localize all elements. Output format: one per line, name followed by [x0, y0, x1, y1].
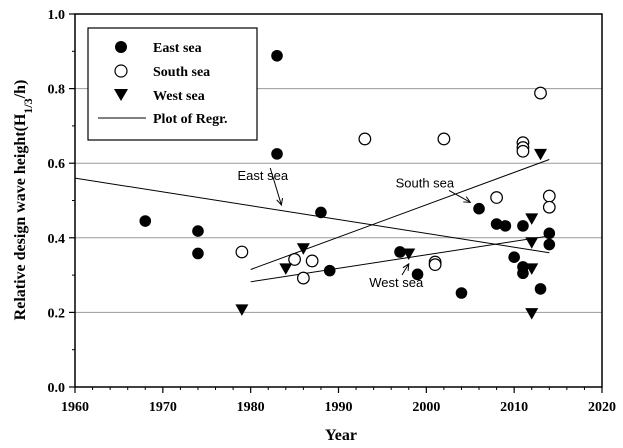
point-south-sea: [490, 191, 504, 204]
axis-ticks: 0.0 0.2 0.4 0.6 0.8 1.0 1960 1970 1980 1990 2000 20…: [48, 8, 617, 415]
legend-label-south-sea: South sea: [153, 65, 210, 80]
point-south-sea: [305, 254, 319, 268]
x-tick-label-1990: 1990: [325, 400, 353, 415]
point-west-sea: [279, 263, 293, 275]
point-west-sea: [525, 213, 539, 225]
y-axis-title-subscript: 1/3: [21, 98, 35, 113]
legend-marker-south-sea: [114, 64, 128, 78]
legend-label-regression: Plot of Regr.: [153, 112, 228, 127]
point-east-sea: [411, 268, 424, 281]
point-west-sea: [525, 308, 539, 320]
annotation-south-sea: South sea: [396, 175, 455, 190]
annotation-arrow-west-sea: [401, 263, 410, 276]
point-east-sea: [455, 287, 468, 299]
y-tick-label-0-2: 0.2: [48, 306, 66, 321]
annotations: East sea South sea West sea: [237, 167, 472, 290]
point-east-sea: [139, 215, 152, 227]
point-east-sea: [315, 206, 327, 219]
y-tick-label-0: 0.0: [48, 381, 66, 396]
y-axis-title-main: Relative design wave height(H: [12, 113, 29, 320]
annotation-arrow-south-sea: [448, 190, 471, 203]
legend: East sea South sea West sea Plot of Regr…: [87, 27, 258, 141]
legend-label-west-sea: West sea: [153, 89, 205, 104]
regression-line-south-sea: [250, 159, 550, 270]
point-south-sea: [428, 258, 442, 272]
legend-item-east-sea: East sea: [115, 41, 202, 56]
point-west-sea: [235, 304, 249, 316]
point-south-sea: [358, 132, 372, 146]
legend-marker-east-sea: [115, 41, 127, 53]
annotation-east-sea: East sea: [237, 168, 288, 183]
point-east-sea: [323, 264, 336, 277]
point-east-sea: [271, 49, 283, 62]
point-east-sea: [508, 251, 520, 263]
data-points: [139, 49, 556, 320]
x-tick-label-2020: 2020: [588, 400, 616, 415]
point-south-sea: [542, 189, 556, 203]
point-east-sea: [271, 148, 283, 160]
point-east-sea: [490, 218, 503, 230]
regression-line-east-sea: [74, 177, 550, 254]
point-west-sea: [296, 243, 310, 255]
x-tick-label-1970: 1970: [149, 400, 177, 415]
point-south-sea: [288, 253, 301, 266]
annotation-west-sea: West sea: [369, 275, 424, 290]
point-east-sea: [473, 202, 485, 215]
point-east-sea: [517, 220, 529, 232]
point-east-sea: [543, 227, 556, 240]
point-east-sea: [394, 246, 406, 258]
legend-marker-west-sea: [114, 89, 128, 101]
point-east-sea: [543, 238, 556, 251]
point-west-sea: [525, 237, 539, 249]
annotation-arrowhead-east-sea: [276, 197, 283, 207]
legend-item-regression: Plot of Regr.: [98, 112, 228, 127]
point-south-sea: [534, 86, 547, 100]
point-south-sea: [516, 144, 530, 158]
legend-item-south-sea: South sea: [114, 64, 210, 80]
legend-item-west-sea: West sea: [114, 89, 205, 104]
point-west-sea: [402, 248, 416, 260]
point-east-sea: [534, 283, 547, 295]
point-south-sea: [542, 200, 556, 214]
x-tick-label-1980: 1980: [237, 400, 265, 415]
x-tick-label-2010: 2010: [500, 400, 528, 415]
point-east-sea: [192, 225, 204, 237]
y-axis-title: Relative design wave height(H1/3/h): [12, 80, 35, 321]
point-west-sea: [525, 263, 539, 275]
legend-label-east-sea: East sea: [153, 41, 202, 56]
point-west-sea: [534, 148, 548, 161]
y-tick-label-1: 1.0: [48, 8, 66, 23]
point-south-sea: [235, 245, 249, 259]
annotation-arrow-east-sea: [269, 167, 282, 206]
y-axis-title-end: /h): [12, 80, 29, 100]
point-east-sea: [517, 267, 529, 280]
annotation-arrowhead-west-sea: [402, 262, 410, 271]
y-tick-label-0-8: 0.8: [48, 83, 66, 98]
x-axis-title: Year: [325, 427, 357, 444]
point-east-sea: [192, 247, 204, 260]
y-tick-label-0-6: 0.6: [48, 157, 66, 172]
x-tick-label-2000: 2000: [412, 400, 440, 415]
point-south-sea: [296, 271, 310, 285]
point-south-sea: [437, 132, 451, 146]
x-tick-label-1960: 1960: [61, 400, 89, 415]
y-tick-label-0-4: 0.4: [48, 232, 66, 247]
point-east-sea: [499, 220, 512, 232]
annotation-arrowhead-south-sea: [463, 196, 472, 203]
